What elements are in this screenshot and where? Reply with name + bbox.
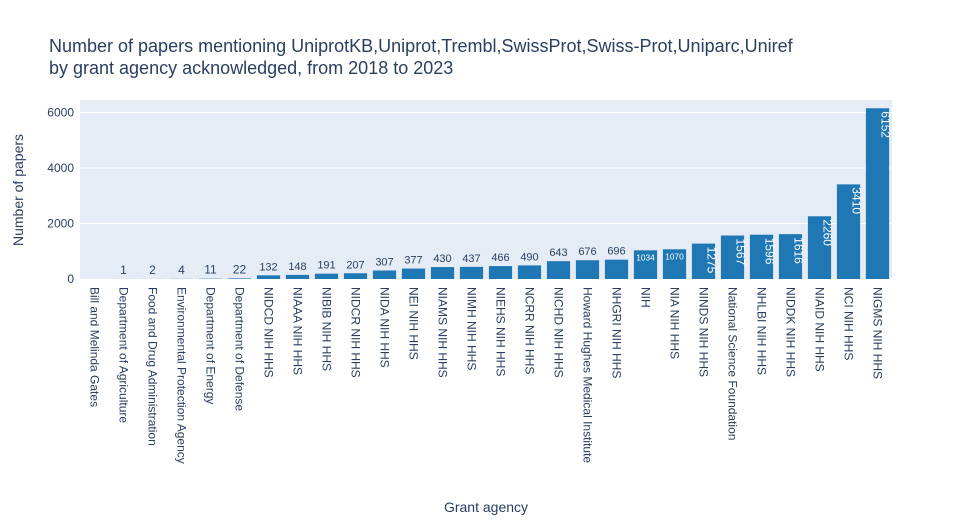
bar[interactable] <box>227 278 252 279</box>
bar-value-label: 1070 <box>665 252 684 262</box>
x-tick-label: NCRR NIH HHS <box>523 287 537 374</box>
bar-value-label: 1567 <box>734 239 748 266</box>
x-axis-ticks: Bill and Melinda Gates Department of Agri… <box>88 287 885 464</box>
bar-value-label: 132 <box>259 261 277 273</box>
bar-value-label: 4 <box>178 263 185 277</box>
bar-value-label: 11 <box>204 263 217 277</box>
x-tick-label: Howard Hughes Medical Institute <box>581 287 595 463</box>
x-tick-label: NHLBI NIH HHS <box>755 287 769 375</box>
bar-value-label: 377 <box>404 255 422 267</box>
bar-value-label: 1 <box>120 263 127 277</box>
bar[interactable] <box>285 274 310 279</box>
x-tick-label: Food and Drug Administration <box>146 287 160 446</box>
x-axis-title: Grant agency <box>444 499 528 515</box>
bar-value-label: 466 <box>491 252 509 264</box>
y-tick-label: 0 <box>67 272 74 286</box>
bar[interactable] <box>662 249 687 279</box>
bar-value-label: 148 <box>288 261 306 273</box>
x-tick-label: Department of Agriculture <box>117 287 131 423</box>
bar[interactable] <box>343 273 368 279</box>
chart-title-line-2: by grant agency acknowledged, from 2018 … <box>49 58 453 78</box>
bar-value-label: 1596 <box>763 238 777 265</box>
bar-value-label: 22 <box>233 262 247 276</box>
bar[interactable] <box>778 234 803 279</box>
bar[interactable] <box>256 275 281 279</box>
x-tick-label: NIAID NIH HHS <box>813 287 827 372</box>
x-tick-label: Environmental Protection Agency <box>175 287 189 464</box>
bar-value-label: 696 <box>607 246 625 258</box>
bar[interactable] <box>691 243 716 279</box>
x-tick-label: NIBIB NIH HHS <box>320 287 334 371</box>
bar-value-label: 1275 <box>705 247 719 274</box>
chart-title-line-1: Number of papers mentioning UniprotKB,Un… <box>49 36 794 56</box>
bar-value-label: 1616 <box>792 237 806 264</box>
bar[interactable] <box>401 268 426 279</box>
y-axis-ticks: 0 2000 4000 6000 <box>47 105 74 286</box>
bars <box>111 108 890 279</box>
bar[interactable] <box>430 267 455 279</box>
bar-value-label: 6152 <box>879 111 893 138</box>
bar[interactable] <box>314 273 339 279</box>
x-tick-label: Bill and Melinda Gates <box>88 287 102 407</box>
x-tick-label: Department of Defense <box>233 287 247 411</box>
bar-value-label: 643 <box>549 247 567 259</box>
x-tick-label: NHGRI NIH HHS <box>610 287 624 378</box>
bar[interactable] <box>807 216 832 279</box>
bar[interactable] <box>546 261 571 279</box>
data-labels: 1 2 4 11 22 132 148 191 207 307 377 430 437 466 490 643… <box>120 111 893 277</box>
bar-value-label: 307 <box>375 256 393 268</box>
x-tick-label: NIAMS NIH HHS <box>436 287 450 378</box>
x-tick-label: National Science Foundation <box>726 287 740 440</box>
x-tick-label: NIAAA NIH HHS <box>291 287 305 375</box>
x-tick-label: NCI NIH HHS <box>842 287 856 360</box>
bar-value-label: 3410 <box>850 187 864 214</box>
bar-value-label: 207 <box>346 259 364 271</box>
gridlines <box>80 111 892 224</box>
x-tick-label: NIDDK NIH HHS <box>784 287 798 377</box>
bar[interactable] <box>836 184 861 279</box>
bar-value-label: 191 <box>317 260 335 272</box>
x-tick-label: NEI NIH HHS <box>407 287 421 360</box>
bar[interactable] <box>633 250 658 279</box>
x-tick-label: NICHD NIH HHS <box>552 287 566 378</box>
x-tick-label: NIH <box>639 287 653 308</box>
y-tick-label: 4000 <box>47 161 74 175</box>
bar-value-label: 430 <box>433 253 451 265</box>
x-tick-label: NINDS NIH HHS <box>697 287 711 377</box>
bar[interactable] <box>575 260 600 279</box>
x-tick-label: NIEHS NIH HHS <box>494 287 508 376</box>
x-tick-label: NIA NIH HHS <box>668 287 682 359</box>
bar-value-label: 1034 <box>636 253 655 263</box>
x-tick-label: NIDCD NIH HHS <box>262 287 276 378</box>
bar[interactable] <box>459 266 484 279</box>
bar-value-label: 676 <box>578 246 596 258</box>
x-tick-label: NIGMS NIH HHS <box>871 287 885 379</box>
x-tick-label: NIDA NIH HHS <box>378 287 392 368</box>
x-tick-label: Department of Energy <box>204 287 218 404</box>
bar[interactable] <box>749 234 774 279</box>
bar-value-label: 490 <box>520 251 538 263</box>
bar[interactable] <box>720 235 745 279</box>
y-axis-title: Number of papers <box>10 134 26 246</box>
bar-value-label: 2 <box>149 263 156 277</box>
bar[interactable] <box>517 265 542 279</box>
y-tick-label: 2000 <box>47 216 74 230</box>
x-tick-label: NIDCR NIH HHS <box>349 287 363 378</box>
bar[interactable] <box>604 259 629 279</box>
bar[interactable] <box>865 108 890 279</box>
y-tick-label: 6000 <box>47 105 74 119</box>
bar[interactable] <box>372 270 397 279</box>
bar-value-label: 2260 <box>821 219 835 246</box>
x-tick-label: NIMH NIH HHS <box>465 287 479 370</box>
bar-value-label: 437 <box>462 253 480 265</box>
bar[interactable] <box>488 266 513 279</box>
